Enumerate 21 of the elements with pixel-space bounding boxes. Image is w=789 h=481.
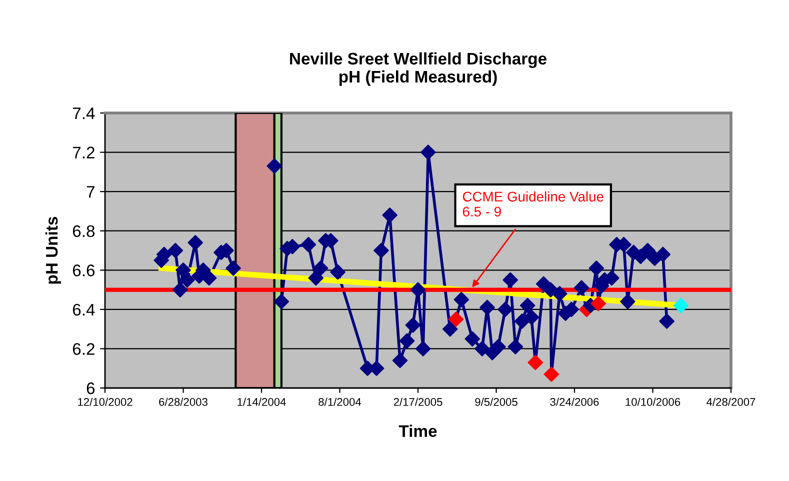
- y-tick-label: 6: [86, 382, 95, 394]
- y-tick-label: 6.8: [72, 225, 95, 238]
- chart-title: Neville Sreet Wellfield Discharge pH (Field Measured): [290, 52, 547, 86]
- y-tick-label: 7: [86, 186, 94, 198]
- x-tick-label: 3/24/2006: [550, 398, 599, 406]
- y-tick-label: 6.4: [72, 304, 95, 316]
- x-tick-label: 1/14/2004: [238, 398, 286, 406]
- annotation: CCME Guideline Value 6.5 - 9: [462, 191, 604, 217]
- y-tick-label: 6.6: [72, 264, 95, 276]
- x-tick-label: 10/10/2006: [626, 398, 680, 406]
- x-tick-label: 9/5/2005: [475, 398, 518, 406]
- y-tick-label: 7.2: [72, 146, 94, 158]
- x-tick-label: 2/17/2005: [394, 398, 442, 406]
- x-tick-label: 8/1/2004: [318, 398, 362, 406]
- x-tick-label: 4/28/2007: [706, 398, 756, 406]
- y-tick-label: 7.4: [72, 108, 95, 120]
- x-axis-title: Time: [398, 424, 437, 437]
- x-tick-label: 6/28/2003: [159, 398, 208, 406]
- y-tick-label: 6.2: [72, 343, 94, 355]
- x-tick-label: 12/10/2002: [78, 398, 132, 406]
- y-axis-title: pH Units: [45, 216, 61, 284]
